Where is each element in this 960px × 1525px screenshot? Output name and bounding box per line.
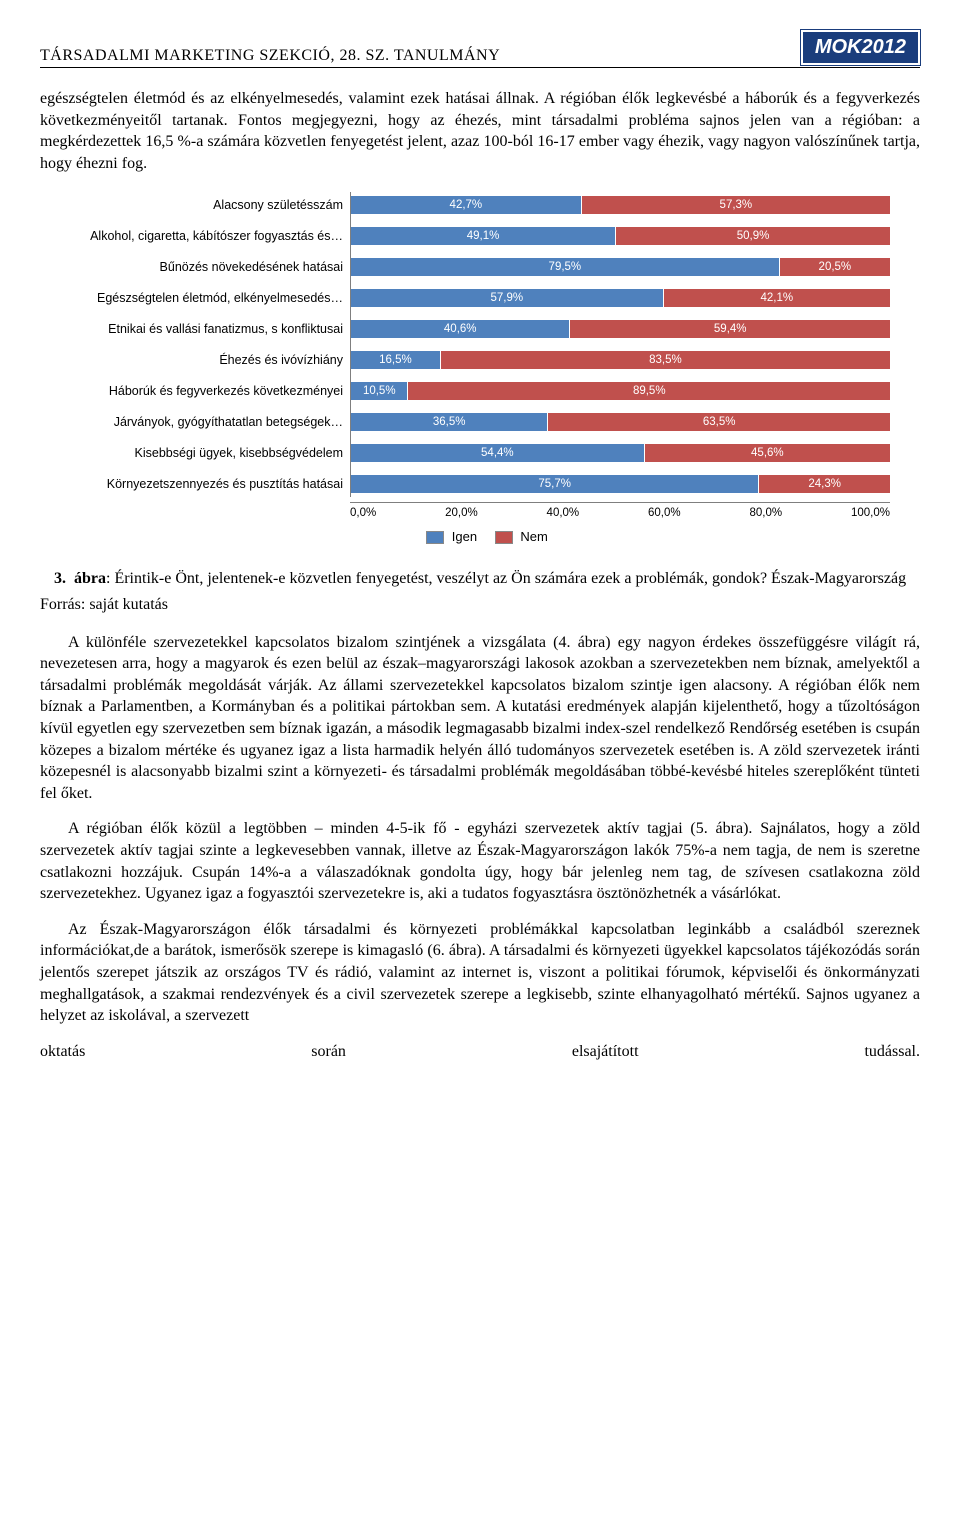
bar-segment-no: 89,5% <box>408 382 890 400</box>
chart-row-label: Kisebbségi ügyek, kisebbségvédelem <box>63 446 351 460</box>
legend-swatch-no <box>495 531 513 544</box>
chart-row: Bűnözés növekedésének hatásai79,5%20,5% <box>351 254 890 280</box>
tail-c: elsajátított <box>572 1041 639 1063</box>
bar-segment-no: 63,5% <box>548 413 890 431</box>
chart-row: Egészségtelen életmód, elkényelmesedés…5… <box>351 285 890 311</box>
bar-segment-no: 50,9% <box>616 227 890 245</box>
x-tick: 100,0% <box>851 507 890 519</box>
chart-row-label: Éhezés és ivóvízhiány <box>63 353 351 367</box>
paragraph-3: A régióban élők közül a legtöbben – mind… <box>40 818 920 904</box>
bar-segment-yes: 16,5% <box>351 351 441 369</box>
bar-segment-yes: 40,6% <box>351 320 570 338</box>
bar-segment-yes: 75,7% <box>351 475 759 493</box>
chart-bar: 57,9%42,1% <box>351 289 890 307</box>
bar-segment-yes: 36,5% <box>351 413 548 431</box>
chart-row: Háborúk és fegyverkezés következményei10… <box>351 378 890 404</box>
logo-prefix: MOK <box>815 36 862 58</box>
chart-row-label: Alacsony születésszám <box>63 198 351 212</box>
x-tick: 60,0% <box>648 507 681 519</box>
tail-d: tudással. <box>864 1041 920 1063</box>
x-tick: 20,0% <box>445 507 478 519</box>
chart-bar: 54,4%45,6% <box>351 444 890 462</box>
tail-a: oktatás <box>40 1041 85 1063</box>
chart-row-label: Háborúk és fegyverkezés következményei <box>63 384 351 398</box>
chart-row: Alkohol, cigaretta, kábítószer fogyasztá… <box>351 223 890 249</box>
chart-bar: 49,1%50,9% <box>351 227 890 245</box>
bar-segment-no: 20,5% <box>780 258 890 276</box>
chart-bar: 16,5%83,5% <box>351 351 890 369</box>
bar-segment-no: 42,1% <box>664 289 890 307</box>
caption-text: : Érintik-e Önt, jelentenek-e közvetlen … <box>106 570 906 587</box>
chart-row-label: Egészségtelen életmód, elkényelmesedés… <box>63 291 351 305</box>
chart-x-axis: 0,0% 20,0% 40,0% 60,0% 80,0% 100,0% <box>350 502 890 519</box>
tail-b: során <box>311 1041 346 1063</box>
chart-row-label: Bűnözés növekedésének hatásai <box>63 260 351 274</box>
page-header: TÁRSADALMI MARKETING SZEKCIÓ, 28. SZ. TA… <box>40 30 920 68</box>
bar-segment-no: 59,4% <box>570 320 890 338</box>
chart-row-label: Környezetszennyezés és pusztítás hatásai <box>63 477 351 491</box>
paragraph-4: Az Észak-Magyarországon élők társadalmi … <box>40 919 920 1027</box>
legend-label-yes: Igen <box>452 529 477 544</box>
bar-segment-yes: 54,4% <box>351 444 645 462</box>
x-tick: 80,0% <box>749 507 782 519</box>
x-tick: 0,0% <box>350 507 376 519</box>
logo-badge: MOK2012 <box>801 30 920 65</box>
bar-segment-no: 24,3% <box>759 475 890 493</box>
caption-num: 3. <box>54 570 66 587</box>
chart-rows: Alacsony születésszám42,7%57,3% Alkohol, … <box>350 192 890 497</box>
chart-row: Kisebbségi ügyek, kisebbségvédelem54,4%4… <box>351 440 890 466</box>
bar-segment-yes: 79,5% <box>351 258 780 276</box>
caption-label: ábra <box>74 570 106 587</box>
x-tick: 40,0% <box>547 507 580 519</box>
paragraph-2: A különféle szervezetekkel kapcsolatos b… <box>40 632 920 805</box>
chart-row: Környezetszennyezés és pusztítás hatásai… <box>351 471 890 497</box>
chart-bar: 75,7%24,3% <box>351 475 890 493</box>
figure-caption: 3. ábra: Érintik-e Önt, jelentenek-e köz… <box>54 568 920 590</box>
chart-row-label: Etnikai és vallási fanatizmus, s konflik… <box>63 322 351 336</box>
legend-label-no: Nem <box>520 529 547 544</box>
chart-row: Alacsony születésszám42,7%57,3% <box>351 192 890 218</box>
figure-source: Forrás: saját kutatás <box>40 594 920 616</box>
header-title: TÁRSADALMI MARKETING SZEKCIÓ, 28. SZ. TA… <box>40 47 500 65</box>
chart-bar: 42,7%57,3% <box>351 196 890 214</box>
bar-segment-yes: 42,7% <box>351 196 582 214</box>
bar-segment-no: 57,3% <box>582 196 890 214</box>
bar-segment-yes: 10,5% <box>351 382 408 400</box>
paragraph-1: egészségtelen életmód és az elkényelmese… <box>40 88 920 174</box>
chart-row-label: Alkohol, cigaretta, kábítószer fogyasztá… <box>63 229 351 243</box>
bar-segment-yes: 57,9% <box>351 289 664 307</box>
legend-swatch-yes <box>426 531 444 544</box>
logo-year: 2012 <box>862 36 907 58</box>
chart-bar: 10,5%89,5% <box>351 382 890 400</box>
chart-bar: 79,5%20,5% <box>351 258 890 276</box>
chart-bar: 36,5%63,5% <box>351 413 890 431</box>
chart-legend: Igen Nem <box>70 529 890 544</box>
chart-container: Alacsony születésszám42,7%57,3% Alkohol, … <box>70 192 890 544</box>
chart-row-label: Járványok, gyógyíthatatlan betegségek… <box>63 415 351 429</box>
paragraph-4-tail: oktatás során elsajátított tudással. <box>40 1041 920 1063</box>
chart-row: Éhezés és ivóvízhiány16,5%83,5% <box>351 347 890 373</box>
bar-segment-no: 45,6% <box>645 444 890 462</box>
chart-row: Járványok, gyógyíthatatlan betegségek…36… <box>351 409 890 435</box>
chart-bar: 40,6%59,4% <box>351 320 890 338</box>
chart-row: Etnikai és vallási fanatizmus, s konflik… <box>351 316 890 342</box>
bar-segment-no: 83,5% <box>441 351 890 369</box>
bar-segment-yes: 49,1% <box>351 227 616 245</box>
